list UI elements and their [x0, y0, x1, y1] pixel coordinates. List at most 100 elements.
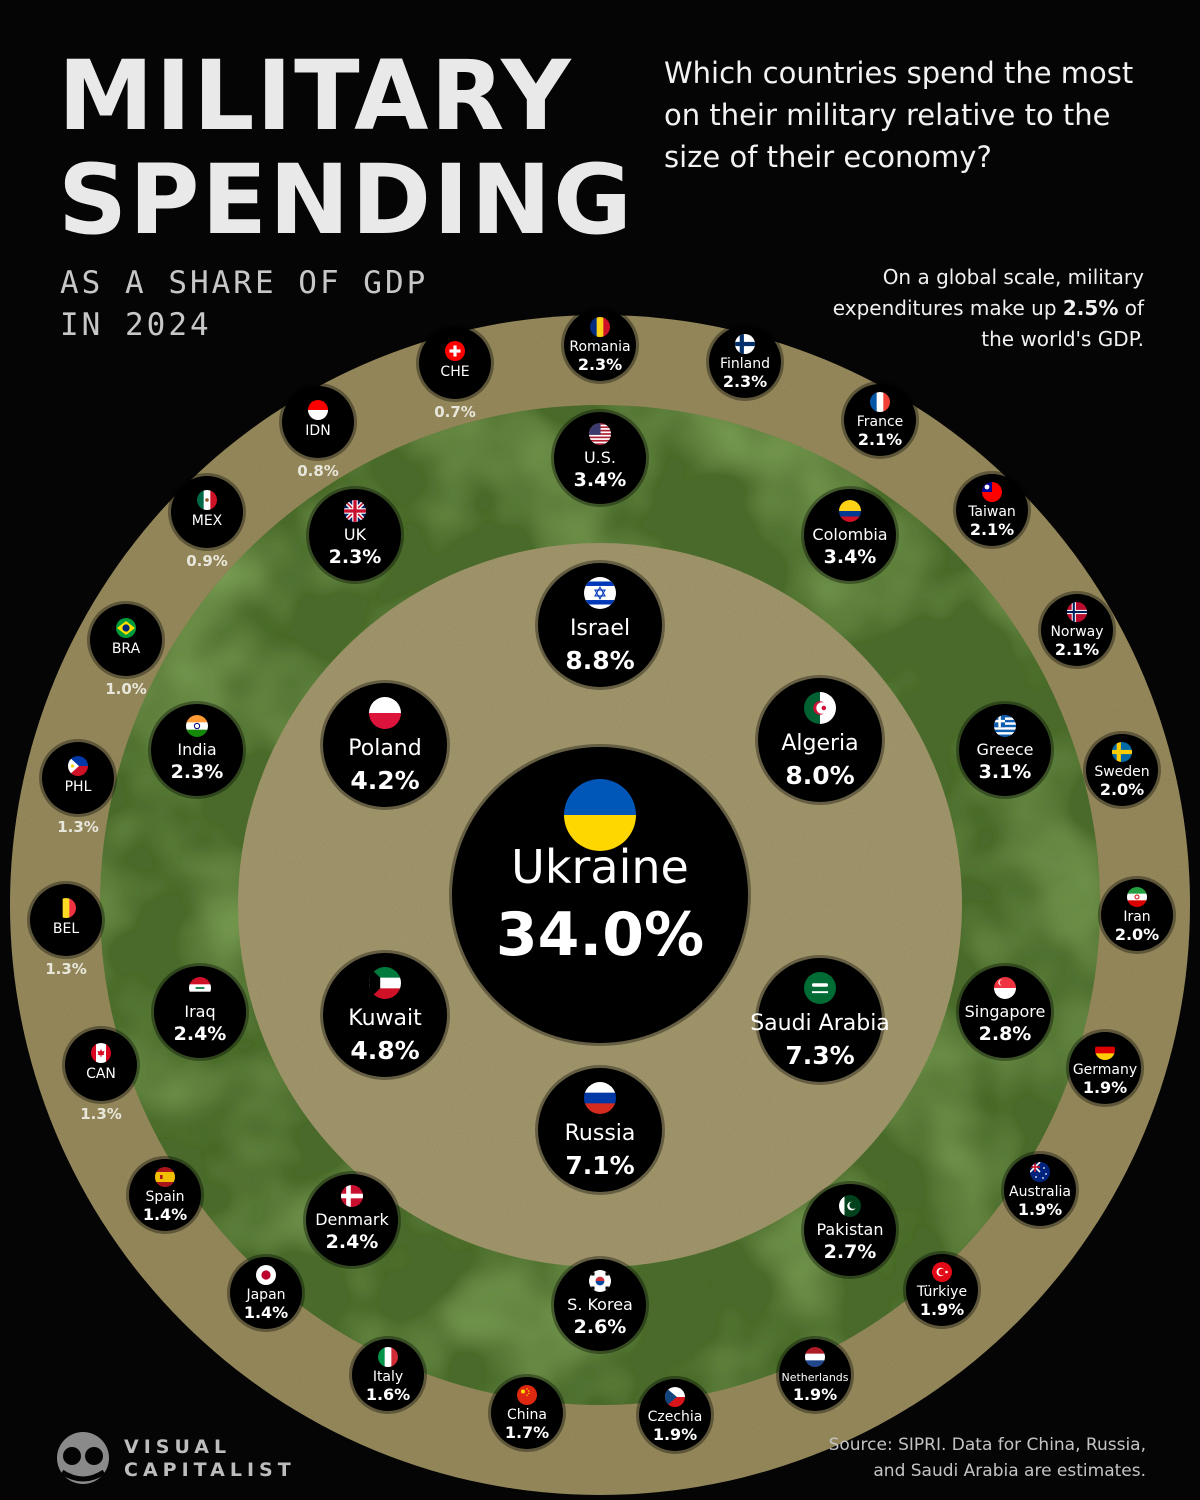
bubble-singapore: Singapore 2.8%: [956, 963, 1054, 1061]
bubble-disc: [419, 327, 491, 399]
flag-icon: [932, 1262, 952, 1282]
country-label: Kuwait: [348, 1006, 422, 1031]
flag-icon: [116, 618, 136, 638]
country-label: BEL: [53, 921, 79, 937]
value-label: 7.3%: [785, 1041, 854, 1070]
value-label: 3.4%: [574, 469, 627, 491]
flag-icon: [589, 423, 611, 445]
subtitle-line-1: AS A SHARE OF GDP: [60, 265, 429, 301]
source-note: Source: SIPRI. Data for China, Russia, a…: [726, 1432, 1146, 1484]
value-label: 2.3%: [171, 761, 224, 783]
value-label: 0.9%: [186, 552, 228, 570]
flag-icon: [870, 392, 890, 412]
country-label: China: [507, 1407, 547, 1423]
country-label: U.S.: [584, 448, 616, 467]
bubble-russia: Russia 7.1%: [535, 1065, 665, 1195]
flag-icon: [344, 500, 366, 522]
value-label: 2.1%: [1055, 640, 1099, 659]
bubble-algeria: Algeria 8.0%: [755, 675, 885, 805]
flag-icon: [839, 1195, 861, 1217]
country-label: MEX: [192, 513, 223, 529]
title-line-2: SPENDING: [58, 144, 634, 256]
bubble-disc: [906, 1254, 978, 1326]
flag-icon: [584, 577, 616, 609]
country-label: Spain: [145, 1189, 184, 1205]
bubble-uk: UK 2.3%: [306, 486, 404, 584]
note-suffix: of the world's GDP.: [981, 296, 1144, 351]
value-label: 2.8%: [979, 1023, 1032, 1045]
bubble-disc: [959, 704, 1051, 796]
bubble-colombia: Colombia 3.4%: [801, 486, 899, 584]
bubble-disc: [230, 1257, 302, 1329]
value-label: 2.4%: [326, 1231, 379, 1253]
bubble-disc: [42, 742, 114, 814]
note-prefix: On a global scale, military expenditures…: [832, 265, 1144, 320]
bubble-ukraine: Ukraine 34.0%: [449, 744, 751, 1046]
bubble-disc: [154, 966, 246, 1058]
value-label: 3.4%: [824, 546, 877, 568]
bubble-can: CAN 1.3%: [62, 1026, 140, 1123]
flag-icon: [369, 697, 401, 729]
flag-icon: [256, 1265, 276, 1285]
country-label: Czechia: [648, 1409, 703, 1425]
flag-icon: [155, 1167, 175, 1187]
logo-icon: [57, 1432, 109, 1484]
bubble-disc: [129, 1159, 201, 1231]
flag-icon: [369, 967, 401, 999]
value-label: 2.0%: [1115, 925, 1159, 944]
flag-icon: [1095, 1040, 1115, 1060]
bubble-disc: [564, 309, 636, 381]
flag-icon: [735, 334, 755, 354]
flag-icon: [308, 400, 328, 420]
country-label: Israel: [570, 616, 630, 641]
bubble-phl: PHL 1.3%: [39, 739, 117, 836]
flag-icon: [994, 715, 1016, 737]
bubble-iraq: Iraq 2.4%: [151, 963, 249, 1061]
flag-icon: [982, 482, 1002, 502]
country-label: CHE: [440, 364, 469, 380]
bubble-greece: Greece 3.1%: [956, 701, 1054, 799]
value-label: 1.3%: [80, 1105, 122, 1123]
bubble-disc: [804, 489, 896, 581]
flag-icon: [589, 1270, 611, 1292]
value-label: 2.0%: [1100, 780, 1144, 799]
bubble-disc: [1041, 594, 1113, 666]
note-value: 2.5%: [1062, 296, 1119, 320]
flag-icon: [1067, 602, 1087, 622]
bubble-che: CHE 0.7%: [416, 324, 494, 421]
flag-icon: [378, 1347, 398, 1367]
bubble-disc: [1004, 1154, 1076, 1226]
value-label: 1.4%: [143, 1205, 187, 1224]
bubble-bra: BRA 1.0%: [87, 601, 165, 698]
bubble-mex: MEX 0.9%: [168, 473, 246, 570]
country-label: Finland: [720, 356, 770, 372]
country-label: Denmark: [315, 1210, 389, 1229]
bubble-disc: [30, 884, 102, 956]
country-label: Saudi Arabia: [750, 1011, 890, 1036]
bubble-disc: [804, 1184, 896, 1276]
bubble-india: India 2.3%: [148, 701, 246, 799]
country-label: France: [857, 414, 904, 430]
flag-icon: [341, 1185, 363, 1207]
flag-icon: [1030, 1162, 1050, 1182]
value-label: 8.8%: [565, 646, 634, 675]
flag-icon: [804, 692, 836, 724]
bubble-disc: [1101, 879, 1173, 951]
bubble-disc: [779, 1339, 851, 1411]
bubble-idn: IDN 0.8%: [279, 383, 357, 480]
value-label: 3.1%: [979, 761, 1032, 783]
bubble-disc: [323, 683, 447, 807]
value-label: 1.3%: [57, 818, 99, 836]
country-label: Iraq: [184, 1002, 215, 1021]
bubble-kuwait: Kuwait 4.8%: [320, 950, 450, 1080]
country-label: Ukraine: [511, 840, 689, 894]
value-label: 2.3%: [723, 372, 767, 391]
